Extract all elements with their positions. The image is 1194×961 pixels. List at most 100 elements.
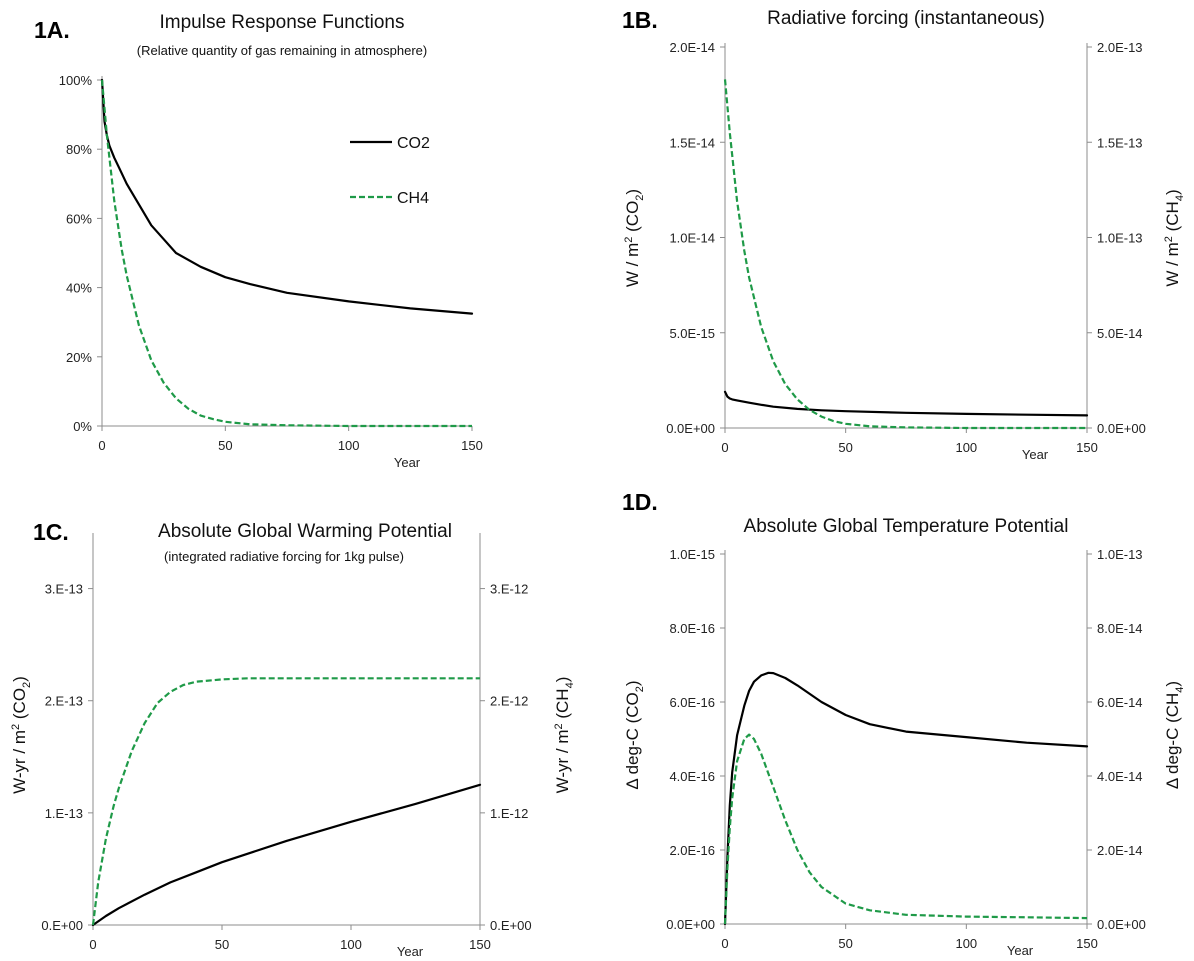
legend-label-ch4: CH4 [397, 190, 429, 207]
y-axis-label-left-close: ) [623, 680, 642, 686]
panel-label: 1D. [622, 489, 658, 515]
y-tick-label-right: 8.0E-14 [1097, 621, 1143, 636]
y-tick-label-left: 2.0E-14 [669, 40, 715, 55]
y-tick-label-left: 1.0E-15 [669, 547, 715, 562]
x-axis-label: Year [394, 455, 421, 470]
series-line-ch4 [723, 79, 1087, 430]
chart-title: Impulse Response Functions [159, 12, 404, 33]
y-tick-label-left: 0.0E+00 [666, 917, 715, 932]
y-tick-label-right: 6.0E-14 [1097, 695, 1143, 710]
y-tick-label-left: 0.E+00 [41, 918, 83, 933]
chart-panel-1d: 0 50 100 150 0.0E+00 2.0E-16 4.0E-16 6.0E-16 8.0… [622, 489, 1186, 958]
y-axis-label-left-close: ) [10, 676, 29, 682]
x-tick-label: 50 [218, 438, 232, 453]
y-axis-label-left-close: ) [623, 189, 642, 195]
y-axis-label-right: W / m2 (CH4) [1163, 189, 1186, 286]
y-axis-label-left-subscript: 2 [634, 686, 646, 692]
y-axis-label-right-main: W / m [1163, 242, 1182, 286]
y-tick-label-left: 20% [66, 350, 92, 365]
x-tick-label: 100 [955, 440, 977, 455]
chart-subtitle: (integrated radiative forcing for 1kg pu… [164, 549, 404, 564]
y-tick-label-right: 2.0E-13 [1097, 40, 1143, 55]
y-axis-label-right-paren: (CH [1163, 693, 1182, 728]
y-tick-label-left: 2.0E-16 [669, 843, 715, 858]
x-tick-label: 150 [469, 937, 491, 952]
x-tick-label: 0 [721, 936, 728, 951]
y-axis-label-left-paren: (CO [623, 201, 642, 237]
y-tick-label-left: 2.E-13 [45, 694, 83, 709]
y-axis-label-left-subscript: 2 [634, 195, 646, 201]
y-axis-label-left: Δ deg-C (CO2) [623, 680, 646, 789]
y-tick-label-left: 40% [66, 281, 92, 296]
y-tick-label-right: 1.5E-13 [1097, 135, 1143, 150]
y-tick-label-right: 0.0E+00 [1097, 421, 1146, 436]
y-axis-label-right: W-yr / m2 (CH4) [553, 677, 576, 794]
y-axis-label-left-superscript: 2 [10, 724, 22, 730]
series-line-co2 [723, 390, 1089, 417]
y-tick-label-right: 4.0E-14 [1097, 769, 1143, 784]
y-axis-label-right-subscript: 4 [1174, 687, 1186, 693]
y-tick-label-right: 5.0E-14 [1097, 326, 1143, 341]
y-tick-label-left: 3.E-13 [45, 582, 83, 597]
series-line-co2 [723, 671, 1089, 926]
y-axis-label-left-paren: (CO [10, 688, 29, 724]
y-axis-label-left: W / m2 (CO2) [623, 189, 646, 287]
panel-label: 1A. [34, 17, 70, 43]
y-axis-label-left-main: W / m [623, 243, 642, 287]
y-axis-label-right-main: Δ deg-C [1163, 728, 1182, 789]
panel-label: 1C. [33, 519, 69, 545]
chart-title: Absolute Global Warming Potential [158, 521, 452, 542]
x-axis-label: Year [397, 944, 424, 959]
y-tick-label-left: 1.E-13 [45, 806, 83, 821]
chart-title: Absolute Global Temperature Potential [744, 516, 1069, 537]
y-axis-label-left-main: Δ deg-C [623, 728, 642, 789]
chart-panel-1b: 0 50 100 150 0.0E+00 5.0E-15 1.0E-14 1.5E-14 2.0… [622, 7, 1186, 462]
y-axis-label-right-main: W-yr / m [553, 729, 572, 793]
y-tick-label-right: 0.E+00 [490, 918, 532, 933]
x-tick-label: 50 [215, 937, 229, 952]
y-tick-label-left: 6.0E-16 [669, 695, 715, 710]
y-axis-label-right-subscript: 4 [1174, 195, 1186, 201]
x-tick-label: 100 [338, 438, 360, 453]
x-tick-label: 100 [340, 937, 362, 952]
y-tick-label-right: 1.0E-13 [1097, 547, 1143, 562]
y-tick-label-left: 1.0E-14 [669, 231, 715, 246]
y-axis-label-left-paren: (CO [623, 692, 642, 728]
y-tick-label-right: 3.E-12 [490, 582, 528, 597]
y-axis-label-left-superscript: 2 [623, 237, 635, 243]
x-tick-label: 150 [1076, 936, 1098, 951]
x-axis-label: Year [1022, 447, 1049, 462]
y-axis-label-right-close: ) [1163, 189, 1182, 195]
x-tick-label: 0 [721, 440, 728, 455]
legend-label-co2: CO2 [397, 135, 430, 152]
y-tick-label-left: 0% [73, 419, 92, 434]
x-tick-label: 150 [1076, 440, 1098, 455]
y-tick-label-right: 1.0E-13 [1097, 231, 1143, 246]
x-tick-label: 150 [461, 438, 483, 453]
y-tick-label-left: 1.5E-14 [669, 135, 715, 150]
y-tick-label-left: 80% [66, 142, 92, 157]
chart-subtitle: (Relative quantity of gas remaining in a… [137, 43, 427, 58]
y-tick-label-left: 0.0E+00 [666, 421, 715, 436]
y-axis-label-left-subscript: 2 [21, 682, 33, 688]
y-axis-label-right-superscript: 2 [1163, 236, 1175, 242]
y-tick-label-left: 60% [66, 211, 92, 226]
y-tick-label-left: 100% [59, 73, 93, 88]
y-tick-label-right: 2.0E-14 [1097, 843, 1143, 858]
x-tick-label: 0 [98, 438, 105, 453]
y-tick-label-left: 8.0E-16 [669, 621, 715, 636]
y-axis-label-right-superscript: 2 [553, 723, 565, 729]
chart-title: Radiative forcing (instantaneous) [767, 8, 1045, 29]
series-line-ch4 [723, 733, 1088, 925]
chart-panel-1c: 0 50 100 150 0.E+00 1.E-13 2.E-13 3.E-13 0.E+00 1… [10, 519, 576, 959]
x-tick-label: 50 [838, 440, 852, 455]
y-tick-label-left: 4.0E-16 [669, 769, 715, 784]
y-axis-label-right-close: ) [1163, 681, 1182, 687]
y-tick-label-left: 5.0E-15 [669, 326, 715, 341]
series-line-ch4 [100, 79, 472, 428]
y-tick-label-right: 2.E-12 [490, 694, 528, 709]
series-line-ch4 [91, 677, 480, 926]
panel-label: 1B. [622, 7, 658, 33]
chart-panel-1a: 0 50 100 150 0% 20% 40% 60% 80% 100% 1A. Impulse Re… [34, 12, 483, 470]
